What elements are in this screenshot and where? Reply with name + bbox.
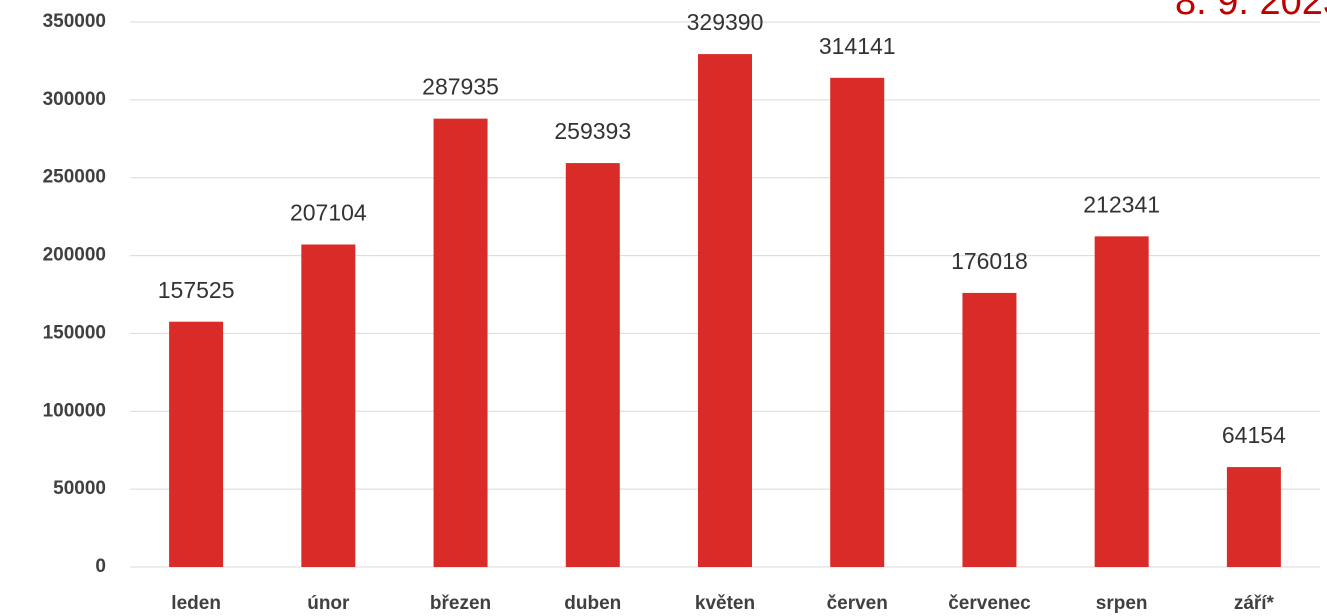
bar [698,54,752,567]
x-tick-label: leden [171,593,221,614]
value-label: 287935 [422,74,499,100]
value-label: 329390 [687,9,764,35]
value-label: 259393 [554,118,631,144]
y-tick-label: 250000 [43,167,106,188]
annotation: 8. 9. 2023 [1175,0,1327,23]
value-label: 176018 [951,248,1028,274]
bar [962,292,1017,567]
bar [301,244,356,567]
x-tick-label: srpen [1096,593,1148,614]
value-label: 314141 [819,33,896,59]
y-tick-label: 200000 [43,245,106,266]
y-tick-label: 350000 [43,11,106,32]
x-tick-label: květen [695,593,755,614]
value-label: 207104 [290,200,367,226]
y-tick-label: 150000 [43,322,106,343]
x-tick-label: únor [307,593,350,614]
x-tick-label: březen [430,593,491,614]
value-label: 157525 [158,277,235,303]
bar [565,163,620,567]
value-label: 212341 [1083,191,1160,217]
y-tick-label: 100000 [43,400,106,421]
x-tick-label: červenec [948,593,1031,614]
bar [433,118,488,567]
x-tick-label: červen [827,593,888,614]
bar [830,77,885,567]
y-tick-label: 50000 [53,478,106,499]
y-tick-label: 0 [95,556,106,577]
value-label: 64154 [1222,422,1286,448]
y-tick-label: 300000 [43,89,106,110]
bar [1226,467,1281,567]
bar [1094,236,1149,567]
x-tick-label: září* [1234,593,1275,614]
x-tick-label: duben [564,593,621,614]
bar [169,321,224,567]
